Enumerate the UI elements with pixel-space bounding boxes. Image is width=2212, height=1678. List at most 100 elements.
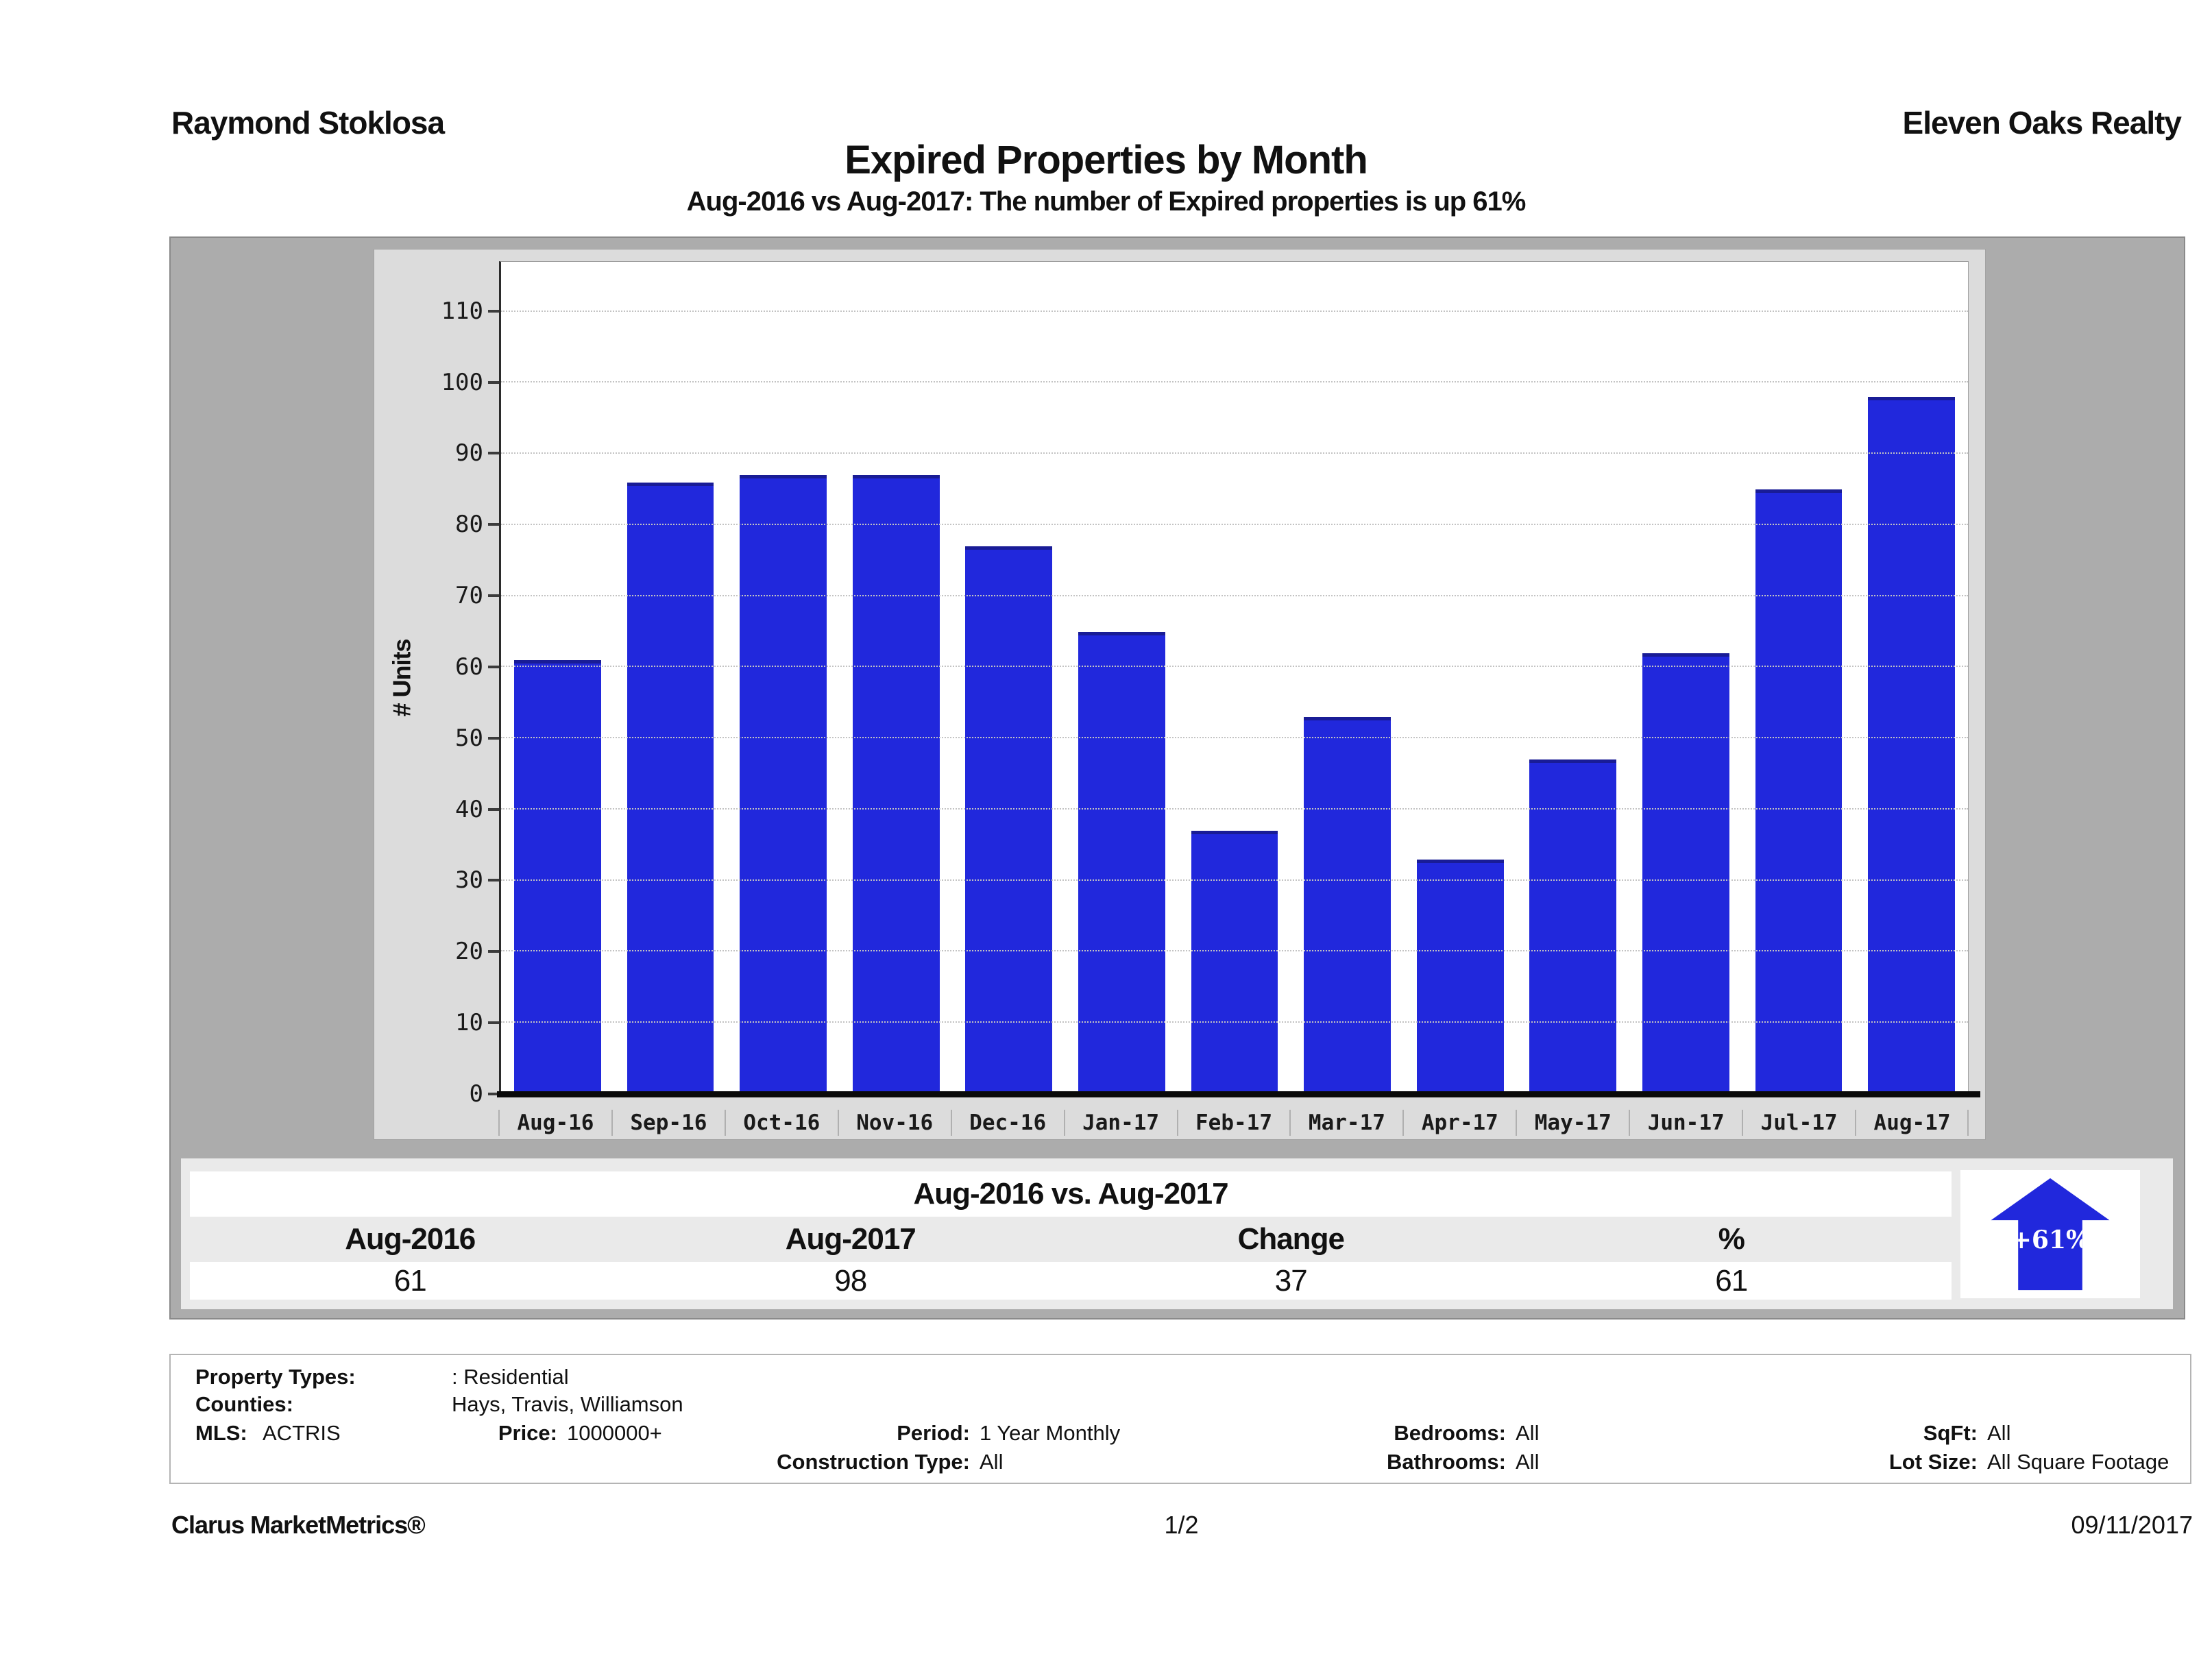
y-tick-80: 80 bbox=[455, 511, 499, 538]
property-types-label: Property Types: bbox=[195, 1365, 356, 1389]
comparison-header-Change: Change bbox=[1237, 1222, 1345, 1256]
sqft-value: All bbox=[1987, 1421, 2011, 1445]
comparison-value-Change: 37 bbox=[1274, 1264, 1308, 1298]
y-tick-70: 70 bbox=[455, 582, 499, 609]
y-tick-60: 60 bbox=[455, 653, 499, 681]
construction-type-value: All bbox=[980, 1450, 1004, 1474]
bar-Apr-17 bbox=[1416, 859, 1504, 1094]
x-label-Jun-17: Jun-17 bbox=[1629, 1105, 1742, 1141]
bar-slot-May-17 bbox=[1516, 262, 1629, 1094]
gridline-50 bbox=[501, 737, 1968, 739]
comparison-value-%: 61 bbox=[1715, 1264, 1748, 1298]
page-number: 1/2 bbox=[1164, 1511, 1199, 1539]
bar-Aug-17 bbox=[1868, 397, 1955, 1094]
x-label-Dec-16: Dec-16 bbox=[950, 1105, 1065, 1141]
gridline-90 bbox=[501, 452, 1968, 454]
gridline-70 bbox=[501, 594, 1968, 596]
gridline-20 bbox=[501, 950, 1968, 952]
bedrooms-value: All bbox=[1516, 1421, 1540, 1445]
company-name: Eleven Oaks Realty bbox=[1902, 105, 2182, 141]
y-tick-20: 20 bbox=[455, 938, 499, 965]
bar-slot-Sep-16 bbox=[614, 262, 727, 1094]
bathrooms-label: Bathrooms: bbox=[1387, 1450, 1506, 1474]
filters-box: Property Types: : Residential Counties: … bbox=[169, 1354, 2191, 1484]
x-label-Aug-17: Aug-17 bbox=[1855, 1105, 1969, 1141]
y-axis-title: # Units bbox=[388, 638, 416, 717]
x-label-May-17: May-17 bbox=[1516, 1105, 1629, 1141]
y-tick-mark bbox=[488, 736, 499, 740]
period-value: 1 Year Monthly bbox=[980, 1421, 1121, 1445]
y-tick-90: 90 bbox=[455, 439, 499, 467]
y-tick-110: 110 bbox=[441, 297, 499, 325]
bar-Dec-16 bbox=[965, 546, 1053, 1094]
bar-slot-Apr-17 bbox=[1404, 262, 1517, 1094]
x-label-Jan-17: Jan-17 bbox=[1063, 1105, 1178, 1141]
plot-area bbox=[497, 261, 1980, 1097]
comparison-section: Aug-2016 vs. Aug-2017 Aug-2016 Aug-2017 Ch… bbox=[181, 1158, 2173, 1309]
bathrooms-value: All bbox=[1516, 1450, 1540, 1474]
lot-size-label: Lot Size: bbox=[1888, 1450, 1978, 1474]
y-tick-0: 0 bbox=[470, 1080, 499, 1108]
y-tick-mark bbox=[488, 1093, 499, 1095]
bars bbox=[501, 262, 1968, 1094]
comparison-title: Aug-2016 vs. Aug-2017 bbox=[190, 1171, 1952, 1217]
x-label-Mar-17: Mar-17 bbox=[1289, 1105, 1403, 1141]
y-tick-mark bbox=[488, 950, 499, 953]
comparison-value-Aug-2016: 61 bbox=[393, 1264, 427, 1298]
y-tick-mark bbox=[488, 309, 499, 313]
y-tick-mark bbox=[488, 380, 499, 384]
bar-Feb-17 bbox=[1191, 831, 1278, 1094]
bar-slot-Oct-16 bbox=[727, 262, 840, 1094]
bar-slot-Jun-17 bbox=[1629, 262, 1742, 1094]
change-badge-box: +61% bbox=[1960, 1170, 2140, 1298]
comparison-value-Aug-2017: 98 bbox=[834, 1264, 867, 1298]
comparison-value-row: 61 98 37 61 bbox=[190, 1262, 1952, 1300]
y-tick-50: 50 bbox=[455, 725, 499, 752]
bar-May-17 bbox=[1529, 759, 1617, 1094]
bar-slot-Aug-17 bbox=[1855, 262, 1968, 1094]
comparison-header-row: Aug-2016 Aug-2017 Change% bbox=[190, 1217, 1952, 1262]
bar-Jul-17 bbox=[1755, 489, 1843, 1094]
mls-value: ACTRIS bbox=[263, 1421, 341, 1445]
mls-label: MLS: bbox=[195, 1421, 247, 1445]
y-tick-mark bbox=[488, 452, 499, 455]
bar-Mar-17 bbox=[1304, 717, 1391, 1094]
gridline-80 bbox=[501, 523, 1968, 525]
y-axis-title-wrap: # Units bbox=[378, 261, 426, 1094]
x-label-Aug-16: Aug-16 bbox=[498, 1105, 612, 1141]
bar-Nov-16 bbox=[852, 475, 940, 1094]
page-subtitle: Aug-2016 vs Aug-2017: The number of Expi… bbox=[686, 186, 1527, 217]
x-label-Feb-17: Feb-17 bbox=[1176, 1105, 1291, 1141]
x-label-Apr-17: Apr-17 bbox=[1402, 1105, 1516, 1141]
comparison-header-%: % bbox=[1718, 1222, 1745, 1256]
gridline-40 bbox=[501, 807, 1968, 810]
bar-Jun-17 bbox=[1642, 653, 1729, 1094]
up-arrow-icon: +61% bbox=[1991, 1178, 2110, 1291]
lot-size-value: All Square Footage bbox=[1987, 1450, 2170, 1474]
gridline-10 bbox=[501, 1021, 1968, 1023]
y-tick-10: 10 bbox=[455, 1009, 499, 1036]
bar-slot-Nov-16 bbox=[840, 262, 953, 1094]
page-title: Expired Properties by Month bbox=[844, 138, 1368, 182]
y-tick-100: 100 bbox=[441, 369, 499, 396]
page-number-wrap: 1/2 bbox=[171, 1511, 2191, 1540]
construction-type-label: Construction Type: bbox=[777, 1450, 970, 1474]
counties-label: Counties: bbox=[195, 1392, 293, 1416]
comparison-header-Aug-2017: Aug-2017 bbox=[785, 1222, 916, 1256]
y-tick-30: 30 bbox=[455, 866, 499, 894]
chart-panel: # Units 0 10 20 30 40 50 60 70 80 90 100 110 Aug-16… bbox=[169, 236, 2185, 1320]
bar-slot-Feb-17 bbox=[1178, 262, 1291, 1094]
bar-slot-Jul-17 bbox=[1742, 262, 1856, 1094]
bedrooms-label: Bedrooms: bbox=[1394, 1421, 1506, 1445]
y-tick-mark bbox=[488, 594, 499, 598]
bar-Jan-17 bbox=[1078, 631, 1165, 1094]
x-axis-labels: Aug-16 Sep-16 Oct-16 Nov-16 Dec-16 Jan-17 Feb-… bbox=[498, 1105, 1969, 1141]
x-label-Oct-16: Oct-16 bbox=[724, 1105, 838, 1141]
x-label-Sep-16: Sep-16 bbox=[611, 1105, 725, 1141]
gridline-30 bbox=[501, 879, 1968, 881]
y-tick-mark bbox=[488, 807, 499, 811]
y-tick-mark bbox=[488, 1021, 499, 1025]
y-tick-mark bbox=[488, 523, 499, 526]
gridline-100 bbox=[501, 381, 1968, 383]
